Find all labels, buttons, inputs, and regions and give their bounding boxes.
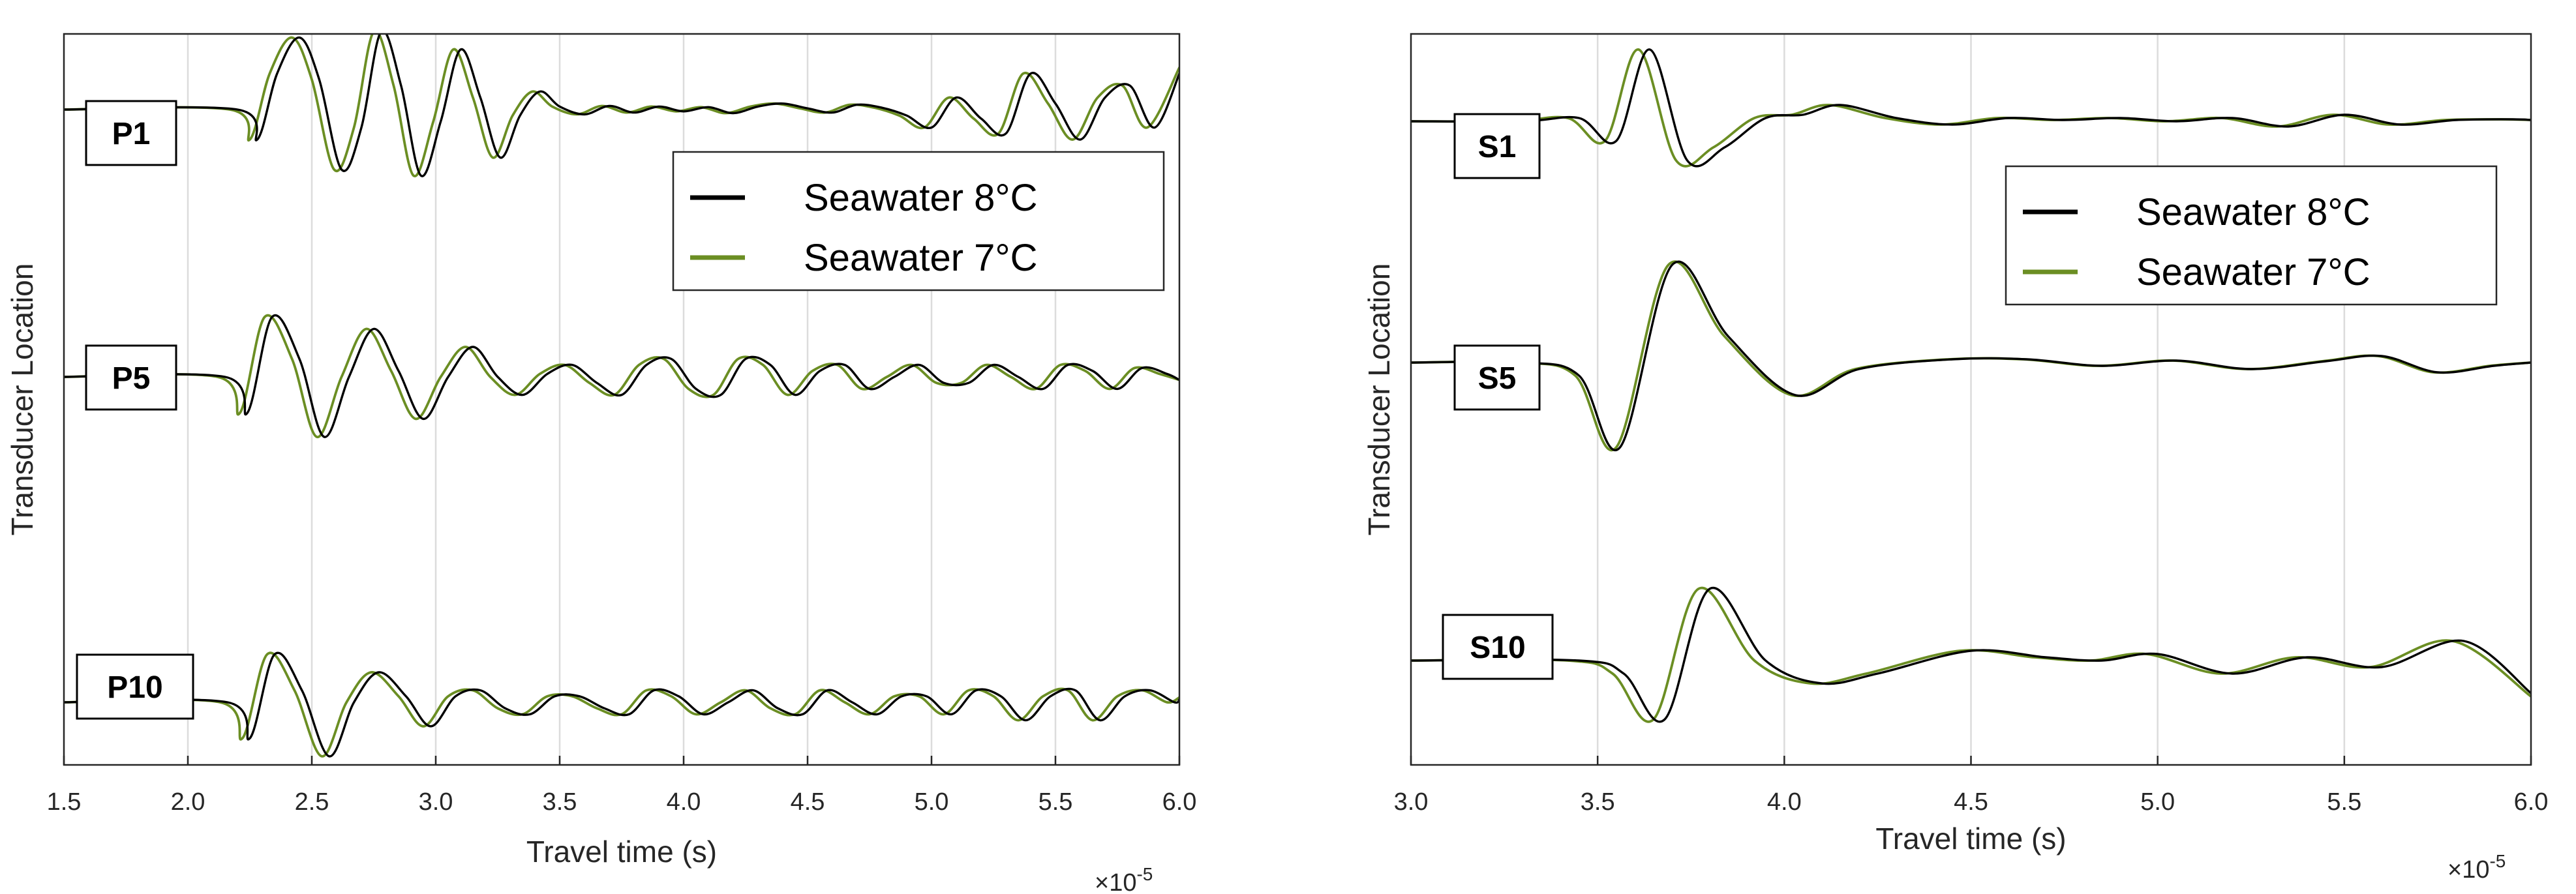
- x-tick-label: 2.5: [295, 788, 329, 816]
- y-axis-label: Transducer Location: [5, 263, 39, 536]
- y-axis-label: Transducer Location: [1362, 263, 1396, 536]
- x-tick-label: 6.0: [1162, 788, 1197, 816]
- x-tick-label: 2.0: [171, 788, 205, 816]
- legend-box: [672, 151, 1165, 291]
- trace-label-p5: P5: [85, 344, 177, 411]
- x-tick-label: 5.0: [2140, 788, 2175, 816]
- x-exponent-base: ×10: [2447, 856, 2489, 884]
- trace-label-text: S5: [1478, 361, 1517, 396]
- chart-panel-right: 3.0 3.5 4.0 4.5 5.0 5.5 6.0 Travel time (s) ×10-…: [1362, 33, 2549, 884]
- trace-label-box: [85, 100, 177, 166]
- x-tick-label: 4.5: [1954, 788, 1988, 816]
- x-tick-label: 5.0: [915, 788, 949, 816]
- traces: [1411, 48, 2531, 723]
- legend-label: Seawater 7°C: [804, 237, 1037, 279]
- x-exponent-power: -5: [2489, 851, 2506, 871]
- trace-label-text: S10: [1470, 631, 1525, 665]
- x-exponent-base: ×10: [1095, 869, 1136, 894]
- legend-label: Seawater 8°C: [2136, 191, 2370, 233]
- trace-p10-seawater-7c-line: [64, 651, 1179, 758]
- trace-p5-seawater-7c-line: [64, 314, 1179, 438]
- trace-p5-seawater-8c-line: [64, 314, 1179, 438]
- x-axis-label: Travel time (s): [526, 835, 717, 869]
- trace-label-s5: S5: [1453, 344, 1541, 411]
- x-tick-label: 5.5: [2327, 788, 2361, 816]
- x-tick-label: 4.5: [791, 788, 825, 816]
- trace-s1-seawater-8c-line: [1411, 48, 2531, 168]
- trace-label-text: P1: [112, 117, 151, 151]
- x-exponent-power: -5: [1136, 864, 1153, 884]
- x-axis-label: Travel time (s): [1875, 822, 2066, 856]
- trace-s10-seawater-8c-line: [1411, 586, 2531, 723]
- x-tick-label: 4.0: [1767, 788, 1802, 816]
- trace-label-p1: P1: [85, 100, 177, 166]
- legend: Seawater 8°C Seawater 7°C: [672, 151, 1165, 291]
- x-tick-label: 4.0: [667, 788, 701, 816]
- x-tick-label: 6.0: [2514, 788, 2549, 816]
- legend: Seawater 8°C Seawater 7°C: [2005, 165, 2498, 306]
- x-tick-label: 5.5: [1038, 788, 1073, 816]
- x-tick-label: 3.5: [1581, 788, 1615, 816]
- trace-p10-seawater-8c-line: [64, 651, 1179, 758]
- trace-label-text: P5: [112, 361, 151, 396]
- x-exponent-label: ×10-5: [1095, 864, 1153, 894]
- trace-label-p10: P10: [76, 653, 194, 720]
- trace-label-box: [1453, 344, 1541, 411]
- trace-p1-seawater-8c-line: [64, 34, 1179, 177]
- chart-panel-left: 1.5 2.0 2.5 3.0 3.5 4.0 4.5 5.0 5.5 6.0 Travel tim…: [5, 33, 1197, 894]
- x-tick-label: 3.0: [1394, 788, 1429, 816]
- trace-label-text: S1: [1478, 130, 1517, 164]
- trace-label-box: [1442, 614, 1554, 680]
- trace-s10-seawater-7c-line: [1411, 586, 2531, 723]
- trace-label-box: [76, 653, 194, 720]
- trace-s5-seawater-8c-line: [1411, 260, 2531, 451]
- x-exponent-label: ×10-5: [2447, 851, 2506, 884]
- legend-label: Seawater 8°C: [804, 177, 1037, 219]
- axes-frame: [63, 33, 1181, 766]
- traces: [64, 34, 1179, 758]
- legend-label: Seawater 7°C: [2136, 251, 2370, 293]
- x-tick-label: 3.0: [419, 788, 453, 816]
- plot-area: [64, 34, 1179, 765]
- trace-label-box: [1453, 113, 1541, 179]
- trace-label-s1: S1: [1453, 113, 1541, 179]
- trace-label-text: P10: [107, 670, 162, 705]
- trace-label-box: [85, 344, 177, 411]
- legend-box: [2005, 165, 2498, 306]
- trace-label-s10: S10: [1442, 614, 1554, 680]
- x-tick-label: 1.5: [47, 788, 82, 816]
- x-tick-label: 3.5: [543, 788, 577, 816]
